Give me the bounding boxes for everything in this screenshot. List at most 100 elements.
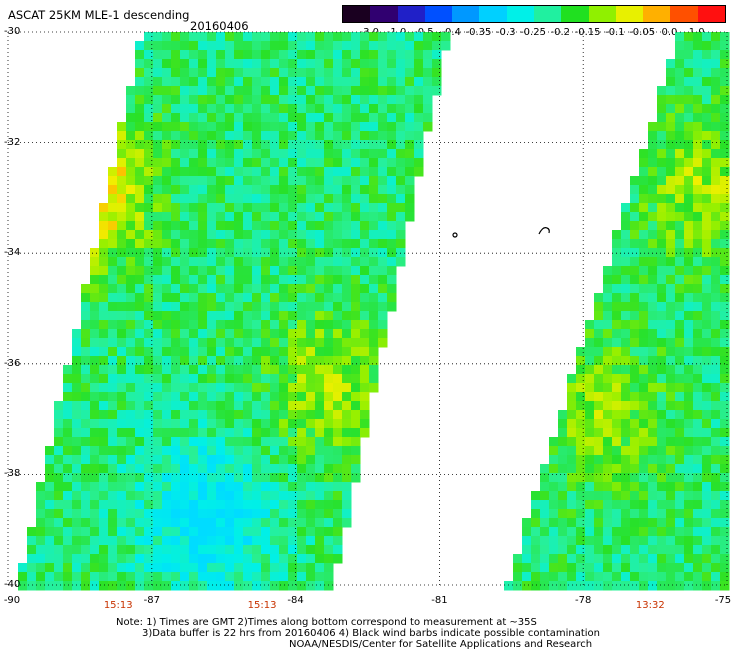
island-outline: [452, 232, 458, 238]
data-cell: [252, 536, 262, 546]
data-cell: [99, 392, 109, 402]
data-cell: [297, 473, 307, 483]
data-cell: [225, 185, 235, 195]
data-cell: [351, 140, 361, 150]
data-cell: [126, 122, 136, 132]
data-cell: [657, 509, 667, 519]
data-cell: [396, 131, 406, 141]
data-cell: [63, 419, 73, 429]
data-cell: [648, 131, 658, 141]
data-cell: [684, 32, 694, 42]
data-cell: [270, 410, 280, 420]
data-cell: [189, 104, 199, 114]
data-cell: [162, 365, 172, 375]
data-cell: [342, 50, 352, 60]
data-cell: [153, 122, 163, 132]
data-cell: [153, 572, 163, 582]
data-cell: [603, 437, 613, 447]
data-cell: [396, 248, 406, 258]
data-cell: [657, 320, 667, 330]
data-cell: [225, 248, 235, 258]
data-cell: [315, 212, 325, 222]
data-cell: [648, 347, 658, 357]
data-cell: [234, 527, 244, 537]
data-cell: [324, 410, 334, 420]
data-cell: [630, 428, 640, 438]
data-cell: [207, 437, 217, 447]
data-cell: [162, 131, 172, 141]
data-cell: [261, 140, 271, 150]
data-cell: [324, 104, 334, 114]
data-cell: [279, 149, 289, 159]
data-cell: [108, 527, 118, 537]
data-cell: [657, 338, 667, 348]
data-cell: [252, 437, 262, 447]
data-cell: [153, 392, 163, 402]
data-cell: [117, 194, 127, 204]
data-cell: [81, 491, 91, 501]
data-cell: [675, 356, 685, 366]
data-cell: [216, 446, 226, 456]
data-cell: [315, 59, 325, 69]
data-cell: [666, 203, 676, 213]
data-cell: [306, 68, 316, 78]
data-cell: [252, 86, 262, 96]
data-cell: [162, 140, 172, 150]
data-cell: [351, 401, 361, 411]
data-cell: [126, 275, 136, 285]
data-cell: [216, 149, 226, 159]
data-cell: [261, 302, 271, 312]
data-cell: [207, 491, 217, 501]
data-cell: [702, 104, 712, 114]
data-cell: [351, 77, 361, 87]
data-cell: [117, 185, 127, 195]
data-cell: [378, 230, 388, 240]
data-cell: [171, 41, 181, 51]
data-cell: [90, 392, 100, 402]
colorbar-segment: [588, 6, 617, 22]
data-cell: [666, 446, 676, 456]
data-cell: [711, 194, 721, 204]
data-cell: [72, 455, 82, 465]
data-cell: [72, 383, 82, 393]
data-cell: [153, 518, 163, 528]
data-cell: [684, 59, 694, 69]
data-cell: [90, 311, 100, 321]
data-cell: [216, 518, 226, 528]
data-cell: [315, 320, 325, 330]
data-cell: [234, 500, 244, 510]
data-cell: [54, 410, 64, 420]
data-cell: [666, 293, 676, 303]
data-cell: [414, 86, 424, 96]
data-cell: [369, 302, 379, 312]
data-cell: [261, 68, 271, 78]
data-cell: [288, 158, 298, 168]
data-cell: [315, 356, 325, 366]
data-cell: [135, 500, 145, 510]
data-cell: [621, 392, 631, 402]
data-cell: [198, 455, 208, 465]
data-cell: [693, 32, 703, 42]
data-cell: [117, 230, 127, 240]
data-cell: [387, 275, 397, 285]
data-cell: [162, 257, 172, 267]
data-cell: [648, 221, 658, 231]
data-cell: [693, 158, 703, 168]
data-cell: [288, 536, 298, 546]
data-cell: [297, 149, 307, 159]
data-cell: [675, 131, 685, 141]
data-cell: [324, 554, 334, 564]
data-cell: [126, 311, 136, 321]
data-cell: [252, 239, 262, 249]
data-cell: [243, 464, 253, 474]
data-cell: [234, 239, 244, 249]
data-cell: [297, 59, 307, 69]
data-cell: [639, 257, 649, 267]
data-cell: [666, 86, 676, 96]
data-cell: [576, 446, 586, 456]
data-cell: [612, 311, 622, 321]
data-cell: [675, 275, 685, 285]
data-cell: [162, 572, 172, 582]
data-cell: [90, 410, 100, 420]
data-cell: [243, 320, 253, 330]
